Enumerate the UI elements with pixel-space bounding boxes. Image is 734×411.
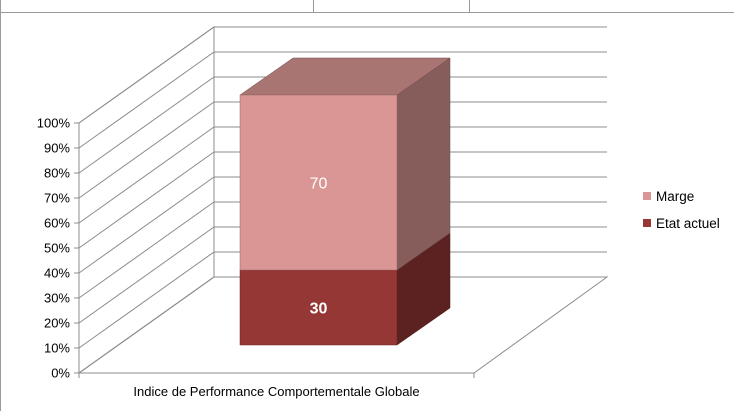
gridline — [78, 176, 607, 274]
y-tick-label: 30% — [44, 291, 70, 306]
y-tick-label: 50% — [44, 241, 70, 256]
bar-segment-etat-actuel: 30 — [239, 232, 451, 346]
bar-segment-marge: 70 — [239, 57, 451, 271]
y-tick-label: 40% — [44, 266, 70, 281]
gridline — [78, 126, 607, 224]
bars: 30 70 — [239, 57, 451, 346]
y-tick-label: 80% — [44, 166, 70, 181]
data-label: 70 — [310, 176, 328, 193]
y-tick-label: 100% — [37, 116, 71, 131]
y-tick-label: 70% — [44, 191, 70, 206]
gridline — [78, 76, 607, 174]
bar-front — [239, 94, 398, 271]
gridline — [78, 101, 607, 199]
legend: Marge Etat actuel — [643, 189, 720, 231]
gridlines — [78, 26, 607, 374]
data-label: 30 — [310, 301, 328, 318]
legend-label: Marge — [656, 189, 694, 204]
y-tick-label: 90% — [44, 141, 70, 156]
gridline — [78, 151, 607, 249]
legend-swatch — [643, 192, 651, 200]
y-tick-label: 0% — [51, 366, 70, 381]
bar-front — [239, 269, 398, 346]
legend-swatch — [643, 219, 651, 227]
legend-item-marge: Marge — [643, 189, 694, 204]
legend-label: Etat actuel — [656, 216, 720, 231]
y-tick-label: 20% — [44, 316, 70, 331]
gridline — [78, 276, 607, 374]
gridline — [78, 51, 607, 149]
bar-side — [396, 57, 451, 271]
legend-item-etat-actuel: Etat actuel — [643, 216, 720, 231]
gridline — [78, 201, 607, 299]
y-tick-label: 10% — [44, 341, 70, 356]
category-label: Indice de Performance Comportementale Gl… — [133, 384, 419, 399]
gridline — [78, 251, 607, 349]
gridline — [78, 226, 607, 324]
y-axis-ticks: 0% 10% 20% 30% 40% 50% 60% 70% 80% 90% 100% — [37, 116, 475, 381]
y-tick-label: 60% — [44, 216, 70, 231]
category-labels: Indice de Performance Comportementale Gl… — [133, 384, 419, 399]
gridline — [78, 26, 607, 124]
